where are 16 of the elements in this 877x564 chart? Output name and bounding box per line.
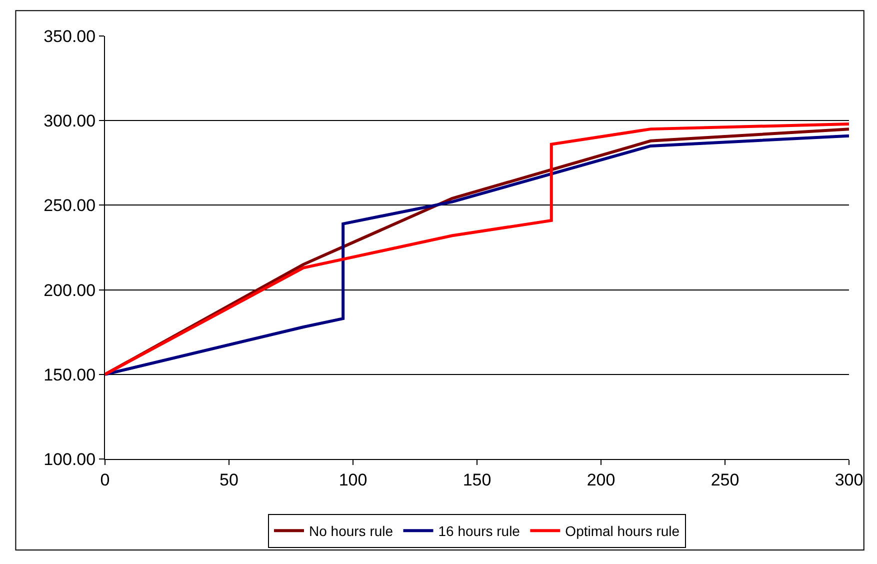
legend-label: 16 hours rule: [438, 523, 520, 540]
x-tick-label: 300: [834, 470, 864, 490]
x-tick-label: 200: [586, 470, 616, 490]
x-tick-label: 150: [462, 470, 492, 490]
y-tick-label: 150.00: [44, 365, 96, 384]
legend-label: Optimal hours rule: [565, 523, 680, 540]
y-tick-label: 350.00: [44, 26, 96, 46]
x-tick-label: 50: [220, 470, 238, 490]
y-tick-label: 200.00: [44, 280, 96, 300]
y-tick-label: 250.00: [44, 196, 96, 216]
x-tick-label: 100: [338, 470, 368, 490]
x-tick-label: 0: [100, 470, 110, 490]
y-tick-label: 300.00: [44, 112, 96, 131]
x-tick-label: 250: [710, 470, 740, 490]
legend-label: No hours rule: [309, 523, 394, 540]
y-tick-label: 100.00: [44, 450, 96, 469]
